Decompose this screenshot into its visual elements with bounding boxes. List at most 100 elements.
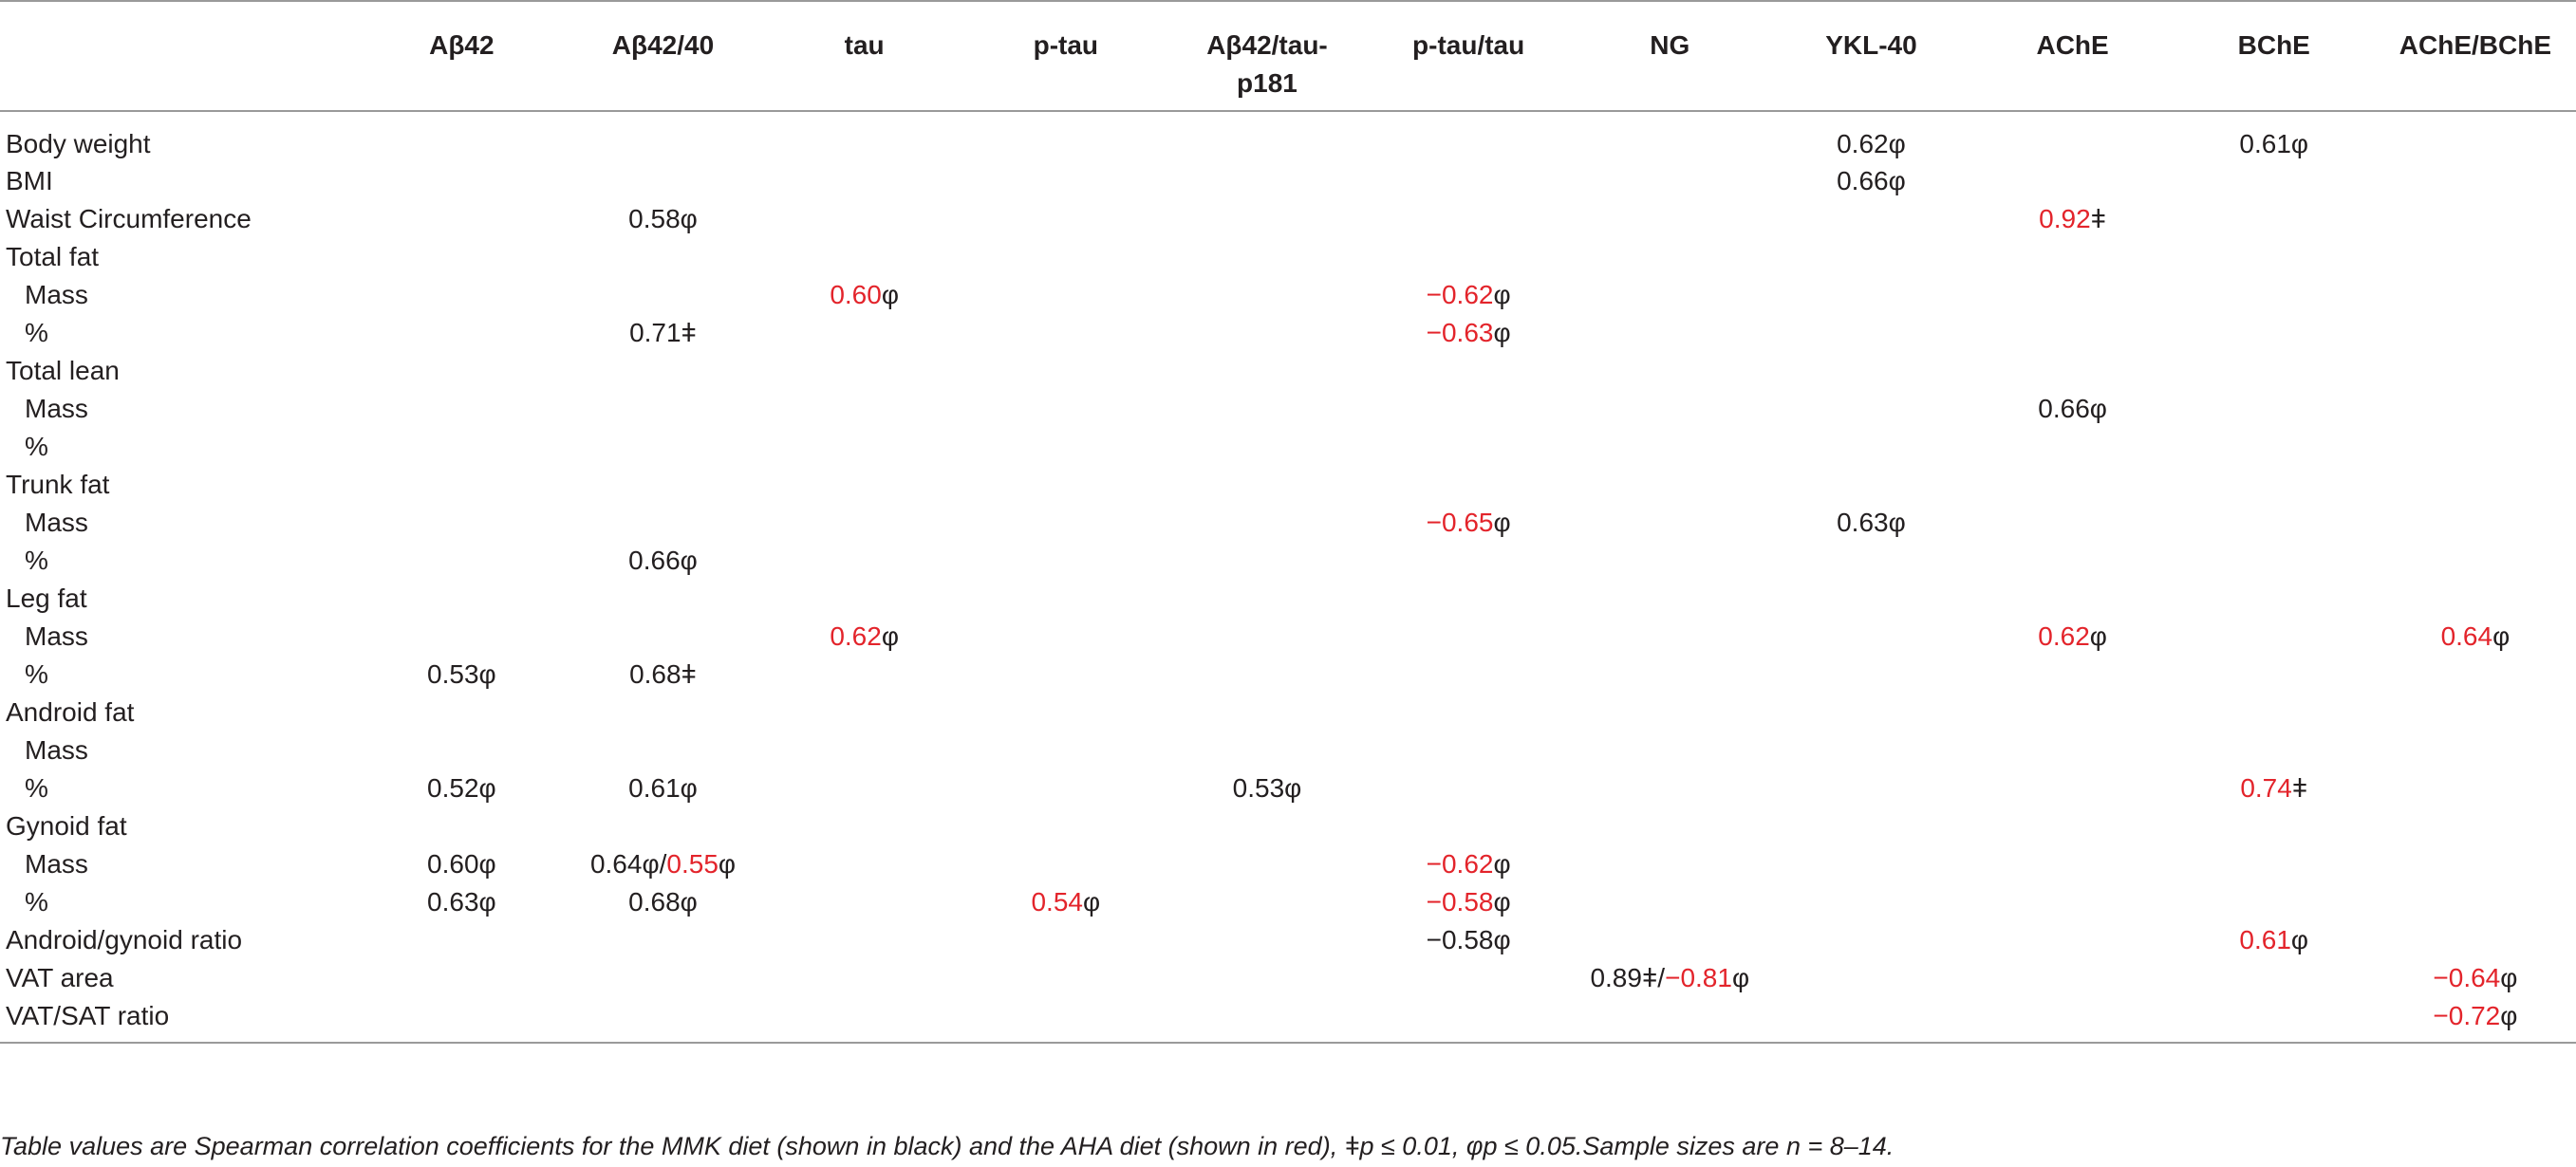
table-row: Mass 0.60φ 0.64φ/0.55φ −0.62φ — [0, 845, 2576, 883]
table-row: Mass −0.65φ 0.63φ — [0, 504, 2576, 542]
data-cell — [361, 200, 562, 238]
data-cell — [1972, 732, 2174, 769]
data-cell — [1167, 276, 1368, 314]
table-row: VAT area 0.89ǂ/−0.81φ −0.64φ — [0, 959, 2576, 997]
data-cell — [1569, 732, 1770, 769]
data-cell — [764, 314, 965, 352]
data-cell — [2174, 428, 2375, 466]
header-row: Aβ42 Aβ42/40 tau p-tau Aβ42/tau-p181 p-tau/ta… — [0, 0, 2576, 112]
data-cell — [1167, 959, 1368, 997]
data-cell — [2174, 352, 2375, 390]
data-cell — [562, 580, 763, 618]
mmk-value: 0.53φ — [1232, 773, 1302, 803]
data-cell — [1167, 542, 1368, 580]
data-cell: 0.66φ — [562, 542, 763, 580]
data-cell — [562, 959, 763, 997]
data-cell — [1167, 732, 1368, 769]
data-cell — [1569, 542, 1770, 580]
data-cell — [562, 162, 763, 200]
data-cell: 0.54φ — [965, 883, 1167, 921]
data-cell: 0.61φ — [2174, 921, 2375, 959]
data-cell — [2174, 959, 2375, 997]
data-cell — [1971, 997, 2174, 1044]
sub-row-label: Mass — [25, 849, 88, 879]
mmk-value: φ — [2290, 925, 2309, 954]
data-cell — [2375, 200, 2576, 238]
data-cell — [1368, 807, 1569, 845]
data-cell — [965, 618, 1167, 656]
data-cell — [1167, 580, 1368, 618]
data-cell — [1770, 314, 1971, 352]
column-header: BChE — [2173, 0, 2375, 112]
data-cell — [965, 845, 1167, 883]
row-label: VAT/SAT ratio — [0, 997, 362, 1044]
mmk-value: 0.61φ — [2239, 128, 2309, 158]
mmk-value: −0.58φ — [1426, 925, 1511, 954]
table-row: % — [0, 428, 2576, 466]
mmk-value: 0.64φ/ — [589, 849, 667, 879]
data-cell — [1167, 352, 1368, 390]
sub-row-label: Mass — [25, 394, 88, 423]
data-cell — [1167, 807, 1368, 845]
data-cell — [1770, 580, 1971, 618]
data-cell — [2375, 542, 2576, 580]
data-cell — [1167, 883, 1368, 921]
aha-value: −0.65 — [1426, 508, 1494, 537]
data-cell — [361, 238, 562, 276]
data-cell — [1569, 200, 1770, 238]
column-header: AChE — [1971, 0, 2174, 112]
data-cell — [965, 314, 1167, 352]
data-cell — [1972, 466, 2174, 504]
mmk-value: φ — [1493, 849, 1511, 879]
mmk-value: φ — [1731, 963, 1750, 992]
mmk-value: 0.66φ — [628, 546, 698, 575]
data-cell — [1972, 542, 2174, 580]
mmk-value: φ — [1493, 318, 1511, 347]
data-cell — [1569, 580, 1770, 618]
data-cell — [965, 352, 1167, 390]
aha-value: 0.64 — [2440, 621, 2493, 651]
table-row: Android/gynoid ratio −0.58φ 0.61φ — [0, 921, 2576, 959]
data-cell — [764, 921, 965, 959]
table-row: % 0.63φ 0.68φ 0.54φ −0.58φ — [0, 883, 2576, 921]
data-cell — [1368, 542, 1569, 580]
sub-row-label: Mass — [25, 735, 88, 765]
data-cell — [1770, 200, 1971, 238]
data-cell — [2174, 807, 2375, 845]
data-cell — [1569, 352, 1770, 390]
data-cell — [1972, 314, 2174, 352]
data-cell — [965, 162, 1167, 200]
data-cell — [1167, 162, 1368, 200]
aha-value: 0.61 — [2239, 925, 2291, 954]
data-cell — [361, 732, 562, 769]
data-cell — [2375, 352, 2576, 390]
aha-value: −0.62 — [1426, 849, 1494, 879]
data-cell — [1569, 694, 1770, 732]
data-cell — [1770, 542, 1971, 580]
data-cell — [2173, 997, 2375, 1044]
data-cell: 0.61φ — [562, 769, 763, 807]
data-cell — [1167, 390, 1368, 428]
mmk-value: φ — [1082, 887, 1101, 917]
table-row: Android fat — [0, 694, 2576, 732]
data-cell — [2375, 111, 2576, 162]
data-cell — [1368, 618, 1569, 656]
data-cell — [1770, 238, 1971, 276]
table-row: BMI 0.66φ — [0, 162, 2576, 200]
data-cell — [562, 428, 763, 466]
data-cell — [1569, 504, 1770, 542]
data-cell — [361, 276, 562, 314]
sub-row-label: Mass — [25, 621, 88, 651]
aha-value: 0.62 — [2038, 621, 2090, 651]
data-cell — [1167, 694, 1368, 732]
mmk-value: 0.66φ — [1837, 166, 1906, 195]
mmk-value: ǂ — [2090, 204, 2107, 233]
data-cell — [965, 428, 1167, 466]
data-cell — [562, 997, 764, 1044]
data-cell — [1770, 694, 1971, 732]
data-cell — [1770, 959, 1971, 997]
mmk-value: 0.63φ — [1837, 508, 1906, 537]
column-header: YKL-40 — [1770, 0, 1972, 112]
data-cell — [1569, 921, 1770, 959]
row-label: Android/gynoid ratio — [6, 925, 243, 954]
